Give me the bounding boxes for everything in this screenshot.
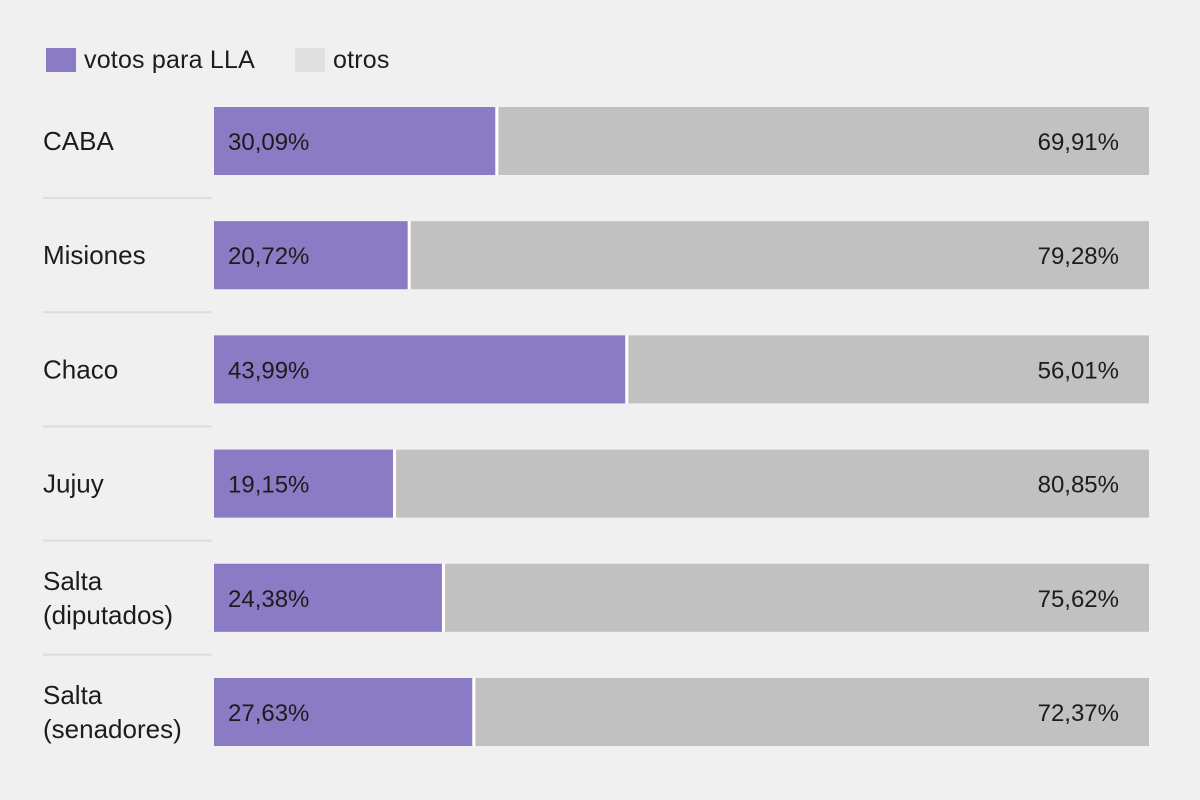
value-label-otros: 79,28% xyxy=(1038,243,1119,270)
legend: votos para LLA otros xyxy=(46,44,430,76)
category-label: Misiones xyxy=(43,240,146,270)
value-label-lla: 20,72% xyxy=(228,243,309,270)
legend-item-otros: otros xyxy=(294,45,390,75)
legend-label-otros: otros xyxy=(332,45,390,74)
bar-divider xyxy=(393,449,397,518)
legend-swatch-otros xyxy=(294,48,325,72)
value-label-lla: 19,15% xyxy=(228,472,309,499)
bar-lla xyxy=(214,221,408,290)
category-label: Salta (senadores) xyxy=(43,680,182,744)
value-label-lla: 24,38% xyxy=(228,586,309,613)
legend-item-lla: votos para LLA xyxy=(46,46,255,75)
bar-divider xyxy=(625,335,629,404)
bar-lla xyxy=(214,335,626,404)
value-label-otros: 72,37% xyxy=(1038,700,1119,727)
value-label-otros: 69,91% xyxy=(1038,129,1119,156)
value-label-lla: 43,99% xyxy=(228,357,309,384)
bar-lla xyxy=(214,449,394,518)
legend-swatch-lla xyxy=(46,48,76,72)
value-label-otros: 56,01% xyxy=(1038,357,1119,384)
value-label-lla: 30,09% xyxy=(228,129,309,156)
bar-divider xyxy=(407,221,411,290)
bar-divider xyxy=(441,563,445,632)
value-label-lla: 27,63% xyxy=(228,700,309,727)
category-label: Jujuy xyxy=(43,469,104,499)
category-label: Salta (diputados) xyxy=(43,566,173,630)
value-label-otros: 75,62% xyxy=(1038,586,1119,613)
legend-label-lla: votos para LLA xyxy=(84,45,255,74)
category-label: Chaco xyxy=(43,354,118,384)
category-label: CABA xyxy=(43,126,114,156)
bar-lla xyxy=(214,563,442,632)
bar-divider xyxy=(472,678,476,746)
bar-divider xyxy=(495,107,499,175)
bar-lla xyxy=(214,678,473,746)
bar-lla xyxy=(214,107,496,175)
value-label-otros: 80,85% xyxy=(1038,472,1119,499)
